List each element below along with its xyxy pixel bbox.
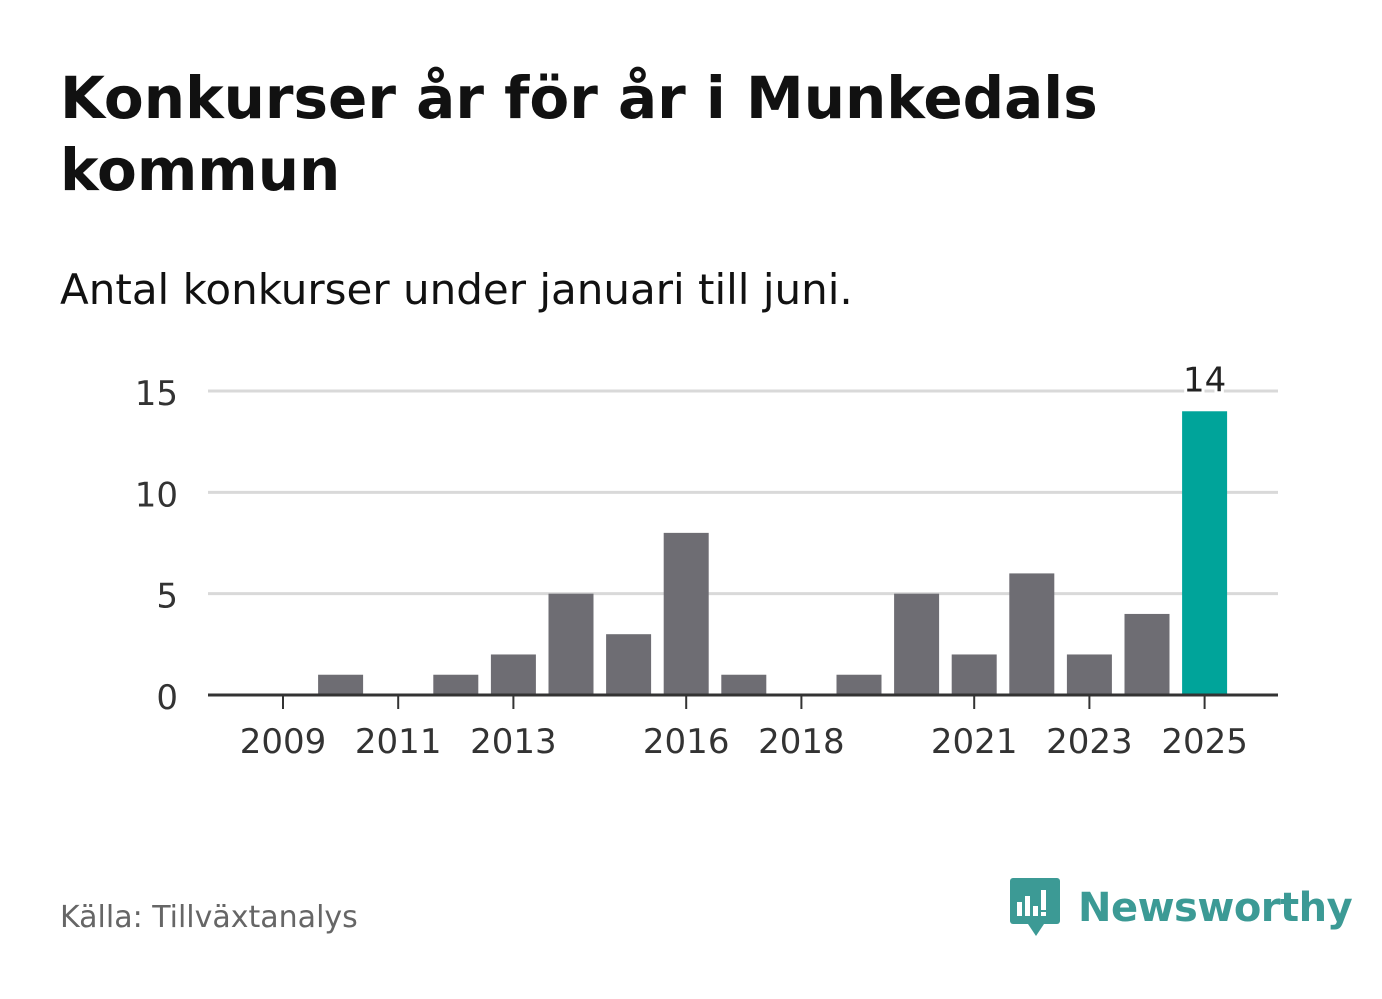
bar-2025 (1182, 411, 1228, 695)
bar-2016 (663, 532, 709, 695)
bar-2023 (1066, 654, 1112, 695)
chart-subtitle: Antal konkurser under januari till juni. (60, 265, 853, 314)
x-tick-label: 2016 (643, 722, 730, 762)
y-tick-label: 15 (135, 374, 178, 414)
bar-2012 (433, 674, 479, 695)
x-tick-label: 2013 (470, 722, 557, 762)
brand-logo[interactable]: Newsworthy (1010, 878, 1353, 938)
bar-2017 (721, 674, 767, 695)
bar-2021 (951, 654, 997, 695)
gridlines (208, 389, 1278, 596)
y-tick-label: 0 (156, 678, 178, 718)
y-axis-ticks: 0 5 10 15 (135, 374, 178, 718)
bar-2014 (548, 593, 594, 695)
bar-2013 (490, 654, 536, 695)
x-axis-ticks: 2009 2011 2013 2016 2018 2021 2023 2025 (240, 695, 1248, 762)
bar-2019 (836, 674, 882, 695)
newsworthy-logo-icon (1010, 878, 1060, 936)
y-tick-label: 10 (135, 475, 178, 515)
bar-2015 (606, 634, 652, 695)
data-label-2025: 14 (1183, 360, 1226, 400)
data-labels: 14 (1180, 357, 1229, 403)
bars (318, 411, 1228, 695)
x-tick-label: 2023 (1046, 722, 1133, 762)
source-note: Källa: Tillväxtanalys (60, 900, 358, 935)
x-tick-label: 2009 (240, 722, 327, 762)
y-tick-label: 5 (156, 577, 178, 617)
x-tick-label: 2025 (1161, 722, 1248, 762)
x-tick-label: 2021 (931, 722, 1018, 762)
bar-2022 (1009, 573, 1055, 695)
brand-name: Newsworthy (1078, 885, 1353, 931)
x-tick-label: 2018 (758, 722, 845, 762)
chart-title: Konkurser år för år i Munkedals kommun (60, 64, 1098, 204)
bar-2010 (318, 674, 364, 695)
x-tick-label: 2011 (355, 722, 442, 762)
bar-2020 (894, 593, 940, 695)
bar-2024 (1124, 613, 1170, 695)
